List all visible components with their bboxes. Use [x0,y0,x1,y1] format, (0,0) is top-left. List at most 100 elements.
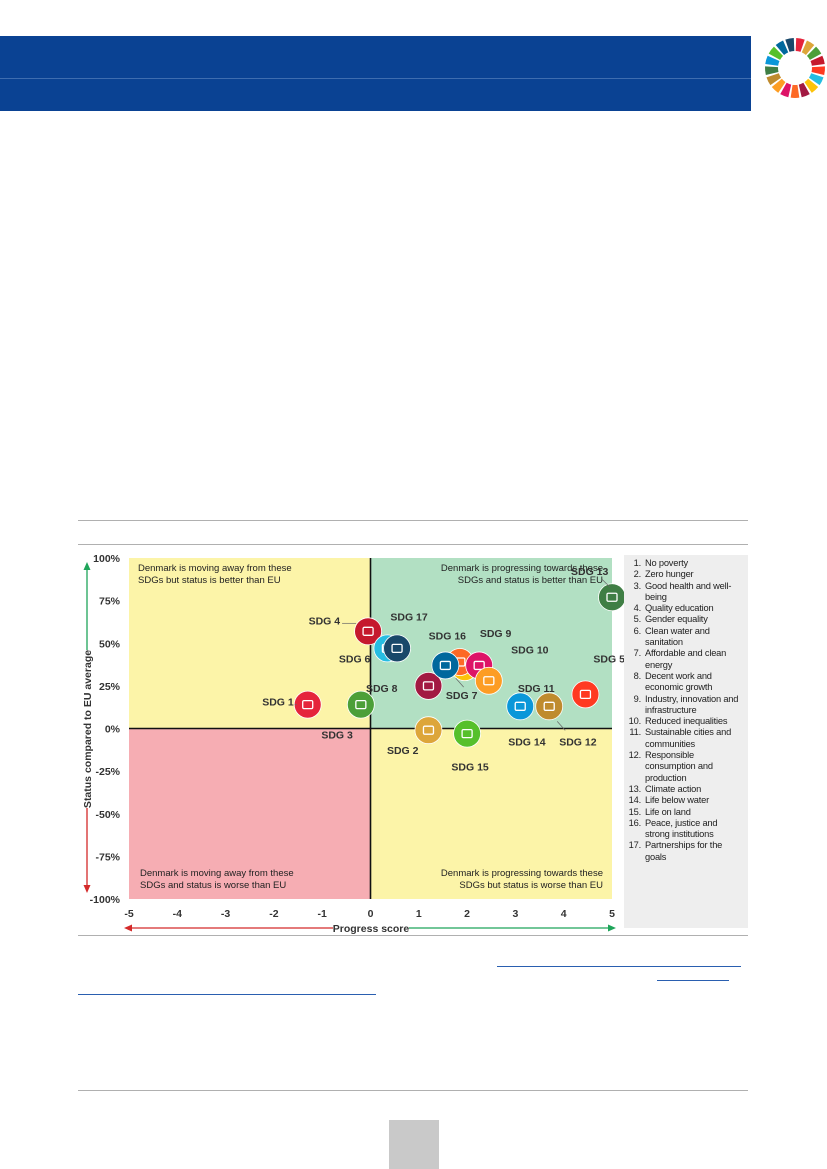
point-sdg-13: SDG 13 [571,566,626,612]
sdg-wheel-segment [801,40,815,55]
point-circle-sdg-5 [571,680,600,709]
sdg-wheel-logo [765,38,825,98]
legend-item-text: communities [645,738,695,749]
growth-chart-icon-shape [422,681,435,691]
legend-item-text: Life on land [645,806,691,817]
legend-item-text: energy [645,659,673,670]
legend-item-number: 7. [633,648,642,659]
legend-item-number: 4. [633,603,642,614]
y-tick-label: 50% [99,638,121,650]
legend-item-text: production [645,772,687,783]
x-tick-label: -2 [269,908,278,920]
sdg-wheel-segment [766,73,782,86]
legend-item: 2. Zero hunger [624,569,744,580]
points-layer: SDG 1 SDG 2 SDG 3 SDG 4 SDG 5 SDG 6 SDG 7 SDG 8… [262,566,626,774]
legend-item-number: 14. [628,795,642,806]
legend-item: 5. Gender equality [624,614,744,625]
hyperlink-underline-1[interactable] [497,966,741,967]
point-label-sdg-9: SDG 9 [480,628,512,640]
y-axis-title-bg [81,650,93,808]
point-circle-sdg-17 [383,634,411,663]
legend-item: 11. Sustainable cities and communities [624,727,744,750]
legend-item-number: 3. [633,580,642,591]
point-label-sdg-5: SDG 5 [593,653,625,665]
legend-item: 10. Reduced inequalities [624,716,744,727]
legend-item-number: 1. [633,558,642,568]
point-label-sdg-13: SDG 13 [571,566,609,578]
x-axis-title: Progress score [333,923,410,935]
chart-frame-top [78,544,748,545]
sdg-wheel-segment [771,78,786,93]
buildings-icon [483,676,495,686]
point-label-sdg-1: SDG 1 [262,697,294,709]
legend-item-text: Affordable and clean [645,648,727,659]
book-icon [362,626,374,636]
gender-icon-shape [579,689,592,700]
legend-item: 16. Peace, justice and strong institutions [624,818,744,841]
legend-item: 17. Partnerships for the goals [624,840,744,863]
buildings-icon-shape [483,676,495,686]
point-sdg-4: SDG 4 [309,615,382,646]
header-banner [0,36,751,111]
point-label-sdg-2: SDG 2 [387,745,419,757]
eye-icon [606,592,618,602]
legend-item: 4. Quality education [624,603,744,614]
point-sdg-1: SDG 1 [262,690,322,719]
axes-layer [129,558,612,899]
point-label-sdg-12: SDG 12 [559,736,597,748]
point-label-sdg-11: SDG 11 [518,683,555,695]
legend-item-number: 12. [628,750,642,761]
equality-icon-shape [473,660,485,671]
equality-icon [473,660,485,671]
sdg-wheel-segment [790,84,800,98]
quadrant-label-top-left: SDGs but status is better than EU [138,575,281,586]
legend-item-text: Industry, innovation and [645,693,739,704]
quadrant-top-right [370,558,612,729]
legend-item-number: 13. [628,783,642,794]
point-circle-sdg-2 [414,716,443,745]
network-icon-shape [391,643,403,654]
x-tick-label: 5 [609,908,615,920]
legend-item: 1. No poverty [624,558,744,569]
point-label-sdg-8: SDG 8 [366,683,398,695]
sdg-legend-list: 1. No poverty 2. Zero hunger 3. Good health a… [624,558,744,863]
sdg-wheel-segment [811,66,825,76]
x-tick-label: 4 [561,908,567,920]
legend-item: 13. Climate action [624,784,744,795]
legend-item-text: Responsible [645,750,694,761]
quadrant-bottom-right [370,728,612,899]
legend-item-number: 11. [629,727,641,738]
y-tick-label: 100% [93,553,121,565]
y-tick-label: -50% [95,809,120,821]
network-icon [391,643,403,654]
point-circle-sdg-11 [474,666,503,695]
quadrant-bottom-left [129,728,371,899]
quadrant-label-top-right: SDGs and status is better than EU [458,575,603,586]
legend-item-text: Decent work and [645,670,712,681]
sdg-wheel-segment [765,66,779,76]
point-label-sdg-6: SDG 6 [339,653,371,665]
point-sdg-5: SDG 5 [571,653,625,709]
dove-icon [439,660,452,671]
sdg-wheel-segment [775,40,789,55]
x-arrowhead-positive [608,924,616,932]
hyperlink-underline-3[interactable] [78,994,376,995]
sdg-wheel-segment [808,73,824,86]
legend-item-text: sanitation [645,637,683,648]
legend-item: 8. Decent work and economic growth [624,671,744,694]
people-icon [302,699,314,710]
point-circle-sdg-8 [414,671,443,700]
infinity-icon [543,701,555,711]
sdg-wheel-segment [765,55,780,66]
legend-item-text: Zero hunger [645,569,694,580]
tree-icon-shape [461,728,473,739]
point-circle-sdg-4 [354,617,382,646]
gender-icon [579,689,592,700]
chart-frame-bottom [78,935,748,936]
legend-item-text: Life below water [645,795,709,806]
sdg-wheel-segment [795,38,805,52]
hyperlink-underline-2[interactable] [657,980,729,981]
section-rule-top [78,520,748,521]
point-label-sdg-10: SDG 10 [511,644,549,656]
